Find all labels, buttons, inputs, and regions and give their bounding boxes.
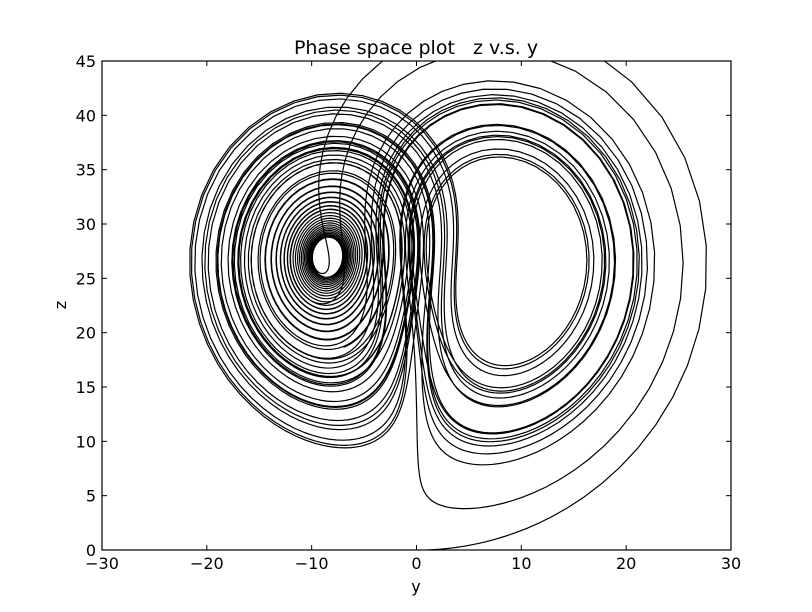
y-axis-label: z — [51, 301, 70, 309]
x-tick-label: 30 — [721, 554, 741, 573]
x-axis-ticks: −30 −20 −10 0 10 20 30 — [85, 61, 741, 573]
y-tick-label: 35 — [76, 161, 96, 180]
y-tick-label: 20 — [76, 324, 96, 343]
x-tick-label: −30 — [85, 554, 119, 573]
y-tick-label: 10 — [76, 432, 96, 451]
x-tick-label: −10 — [295, 554, 329, 573]
x-tick-label: −20 — [190, 554, 224, 573]
y-tick-label: 30 — [76, 215, 96, 234]
y-tick-label: 40 — [76, 106, 96, 125]
x-tick-label: 0 — [411, 554, 421, 573]
y-tick-label: 15 — [76, 378, 96, 397]
y-tick-label: 5 — [86, 487, 96, 506]
trajectory-group — [189, 61, 707, 550]
trajectory-line — [189, 61, 707, 550]
y-tick-label: 0 — [86, 541, 96, 560]
x-axis-label: y — [411, 577, 420, 596]
x-tick-label: 10 — [511, 554, 531, 573]
chart-title: Phase space plot z v.s. y — [294, 37, 538, 59]
y-axis-ticks: 0 5 10 15 20 25 30 35 40 45 — [76, 52, 731, 560]
y-tick-label: 45 — [76, 52, 96, 71]
x-tick-label: 20 — [616, 554, 636, 573]
y-tick-label: 25 — [76, 269, 96, 288]
